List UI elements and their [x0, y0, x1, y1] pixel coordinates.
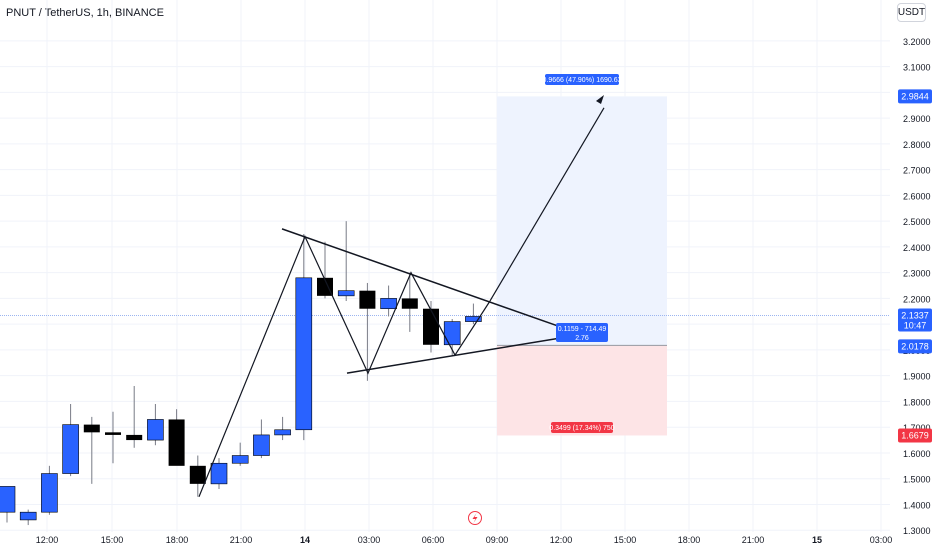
target-price-tag: 2.9844 [901, 91, 929, 101]
y-tick-label: 2.5000 [903, 217, 931, 227]
current-price-tag: 2.1337 [901, 310, 929, 320]
candle-up [465, 316, 482, 322]
x-tick-label: 18:00 [166, 535, 189, 545]
entry-price-tag: 2.0178 [901, 341, 929, 351]
x-tick-label: 12:00 [36, 535, 59, 545]
x-tick-label: 03:00 [358, 535, 381, 545]
stop-label: 0.3499 (17.34%) 750 [549, 425, 614, 432]
triangle-upper-line [281, 228, 583, 336]
x-tick-label: 15:00 [101, 535, 124, 545]
candle-up [0, 486, 16, 513]
candle-up [19, 511, 37, 521]
x-tick-label: 09:00 [486, 535, 509, 545]
y-tick-label: 2.4000 [903, 243, 931, 253]
y-tick-label: 2.8000 [903, 140, 931, 150]
candle-up [337, 290, 355, 297]
entry-label: 2.76 [575, 335, 589, 342]
entry-price-tag-bg [898, 339, 932, 354]
candle-down [168, 419, 185, 466]
lightning-icon [472, 513, 478, 523]
candle-up [210, 462, 228, 485]
y-tick-label: 3.1000 [903, 63, 931, 73]
candle-up [295, 277, 313, 431]
candle-up [253, 434, 270, 456]
candle-up [231, 455, 249, 464]
candle-up [443, 321, 461, 346]
lightning-icon [468, 511, 482, 525]
y-tick-label: 2.3000 [903, 269, 931, 279]
candle-down [401, 298, 418, 309]
y-tick-label: 2.2000 [903, 294, 931, 304]
candle-down [83, 424, 100, 433]
y-tick-label: 3.2000 [903, 37, 931, 47]
y-tick-label: 1.5000 [903, 475, 931, 485]
y-tick-label: 1.3000 [903, 526, 931, 536]
candle-down [423, 308, 439, 345]
candle-up [62, 424, 79, 474]
projection-arrow [489, 107, 605, 302]
zigzag-line [198, 235, 491, 497]
triangle-lower-line [346, 333, 583, 374]
candle-up [147, 419, 164, 441]
target-zone [497, 96, 667, 346]
stop-price-tag: 1.6679 [901, 430, 929, 440]
current-price-tag: 10:47 [904, 320, 927, 330]
candle-down [126, 434, 143, 441]
target-label-bg [545, 74, 619, 85]
x-tick-label: 21:00 [230, 535, 253, 545]
candle-up [274, 429, 291, 436]
y-tick-label: 1.6000 [903, 449, 931, 459]
y-tick-label: 2.7000 [903, 166, 931, 176]
x-tick-label: 15:00 [614, 535, 637, 545]
entry-label: 0.1159 - 714.49 [558, 326, 607, 333]
x-tick-label: 18:00 [678, 535, 701, 545]
x-tick-label: 06:00 [422, 535, 445, 545]
symbol-title: PNUT / TetherUS, 1h, BINANCE [6, 7, 164, 19]
x-tick-label: 21:00 [742, 535, 765, 545]
target-price-tag-bg [898, 89, 932, 104]
arrow-head [596, 95, 604, 104]
x-tick-label: 15 [812, 535, 822, 545]
y-tick-label: 1.8000 [903, 397, 931, 407]
candle-down [189, 465, 206, 484]
y-tick-label: 2.9000 [903, 114, 931, 124]
candle-up [41, 473, 58, 513]
candle-up [380, 298, 397, 310]
candle-down [359, 290, 376, 309]
entry-label-bg [556, 323, 608, 342]
current-price-tag-bg [898, 308, 932, 332]
y-tick-label: 1.7000 [903, 423, 931, 433]
y-tick-label: 2.6000 [903, 191, 931, 201]
stop-zone [497, 345, 667, 436]
stop-label-bg [551, 422, 613, 433]
x-tick-label: 03:00 [870, 535, 893, 545]
x-tick-label: 14 [300, 535, 310, 545]
y-tick-label: 1.4000 [903, 500, 931, 510]
candle-down [317, 277, 333, 296]
currency-button[interactable]: USDT [897, 3, 926, 22]
candle-down [105, 432, 121, 435]
x-tick-label: 12:00 [550, 535, 573, 545]
target-label: 0.9666 (47.90%) 1690.63 [542, 77, 621, 84]
stop-price-tag-bg [898, 428, 932, 443]
y-tick-label: 1.9000 [903, 372, 931, 382]
